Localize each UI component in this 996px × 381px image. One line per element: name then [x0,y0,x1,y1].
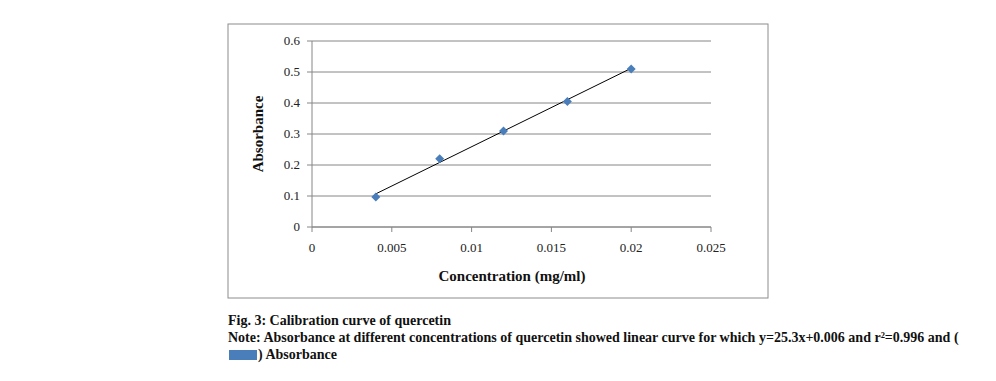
x-tick [471,227,472,232]
plot-area [371,64,635,201]
x-tick [551,227,552,232]
x-tick-label: 0.025 [696,240,725,255]
chart: 0 0.1 0.2 0.3 0.4 0.5 0.6 0 0.005 0.01 0.015 0.02 0.… [0,0,996,310]
chart-frame [228,24,768,298]
y-tick [307,165,312,166]
x-tick [312,227,313,232]
y-tick-label: 0.4 [284,95,301,110]
y-tick [307,103,312,104]
x-tick-label: 0.02 [620,240,643,255]
grid-line [312,165,711,166]
x-axis [312,227,711,228]
y-axis [312,41,313,227]
trend-line [376,68,631,194]
x-tick [631,227,632,232]
y-tick [307,41,312,42]
y-tick-label: 0 [294,219,301,234]
note-text: Note: Absorbance at different concentrat… [228,330,959,345]
y-tick-label: 0.1 [284,188,300,203]
y-tick [307,72,312,73]
grid-line [312,41,711,42]
grid-line [312,103,711,104]
legend-swatch [229,350,257,360]
caption-block: Fig. 3: Calibration curve of quercetin No… [228,312,968,363]
data-point [435,154,444,163]
grid-line [312,72,711,73]
y-tick [307,196,312,197]
grid-line [312,227,711,228]
caption-note: Note: Absorbance at different concentrat… [228,329,968,363]
grid-line [312,196,711,197]
x-tick-label: 0.01 [460,240,483,255]
data-point [563,97,572,106]
x-tick [711,227,712,232]
legend-label: Absorbance [265,347,337,362]
grid-line [312,134,711,135]
x-tick-label: 0 [309,240,316,255]
data-point [371,192,380,201]
note-close: ) [258,347,263,362]
caption-text: Fig. 3: Calibration curve of quercetin [228,313,451,328]
x-axis-title: Concentration (mg/ml) [438,268,585,285]
data-point [627,64,636,73]
x-tick [391,227,392,232]
y-axis-title: Absorbance [250,95,266,172]
caption-title: Fig. 3: Calibration curve of quercetin [228,312,968,329]
y-tick-label: 0.3 [284,126,300,141]
y-tick [307,134,312,135]
data-point [499,126,508,135]
x-tick-label: 0.015 [537,240,566,255]
y-tick-label: 0.6 [284,33,301,48]
y-tick [307,227,312,228]
y-tick-label: 0.2 [284,157,300,172]
y-tick-label: 0.5 [284,64,300,79]
x-tick-label: 0.005 [377,240,406,255]
